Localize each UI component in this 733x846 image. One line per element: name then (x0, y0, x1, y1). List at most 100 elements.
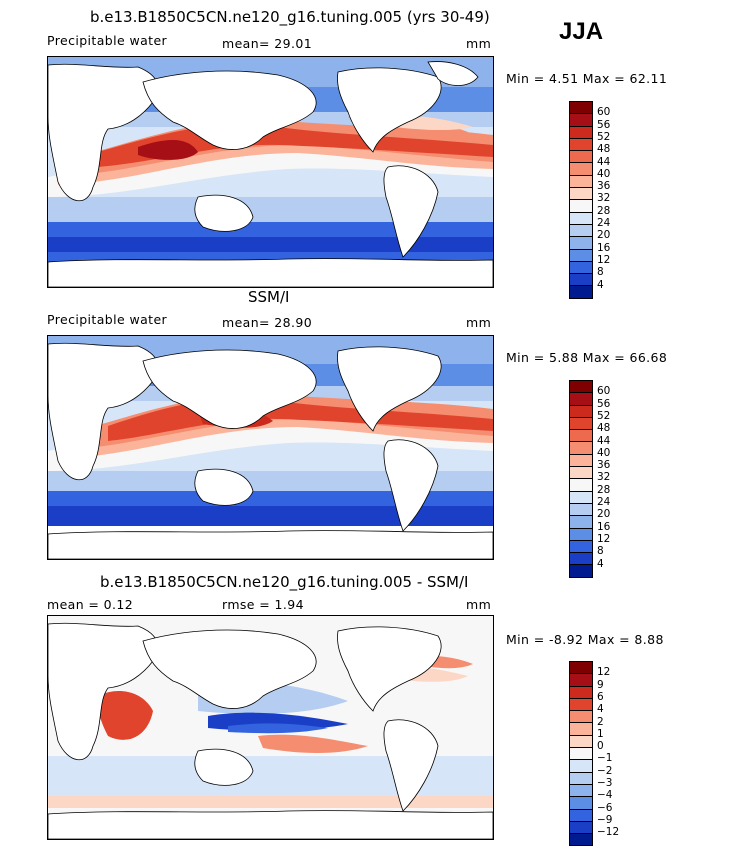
colorbar-swatch (570, 711, 592, 724)
panel-diff-colorbar: 12 9 6 4 2 1 0 −1 −2 −3 −4 −6 −9 −12 (569, 661, 619, 846)
colorbar-tick-label: 6 (597, 690, 604, 703)
colorbar-swatch (570, 224, 592, 238)
colorbar-tick-label: 40 (597, 446, 611, 459)
colorbar-swatch (570, 491, 592, 504)
colorbar-swatch (570, 454, 592, 468)
colorbar-swatch (570, 212, 592, 225)
colorbar-tick-label: 8 (597, 266, 604, 279)
colorbar-tick-label: 8 (597, 545, 604, 558)
colorbar-swatch (570, 540, 592, 554)
colorbar-swatch (570, 674, 592, 687)
colorbar-swatch (570, 821, 592, 835)
colorbar-swatch (570, 735, 592, 749)
colorbar-tick-label: 40 (597, 167, 611, 180)
panel-model-minmax: Min = 4.51 Max = 62.11 (506, 71, 668, 86)
colorbar-tick-label: −2 (597, 764, 613, 777)
panel-obs-map (47, 335, 494, 560)
continents (48, 342, 493, 559)
colorbar-swatch (570, 503, 592, 517)
colorbar-swatch (570, 405, 592, 418)
colorbar-swatch (570, 797, 592, 810)
colorbar-tick-label: 12 (597, 532, 611, 545)
panel-diff-minmax: Min = -8.92 Max = 8.88 (506, 632, 664, 647)
colorbar-tick-label: 24 (597, 496, 611, 508)
colorbar-tick-label: 28 (597, 204, 611, 217)
colorbar-swatch (570, 102, 592, 115)
panel-diff-title: b.e13.B1850C5CN.ne120_g16.tuning.005 - S… (100, 573, 469, 591)
colorbar-swatch (570, 381, 592, 394)
panel-model-mean-label: mean= 29.01 (222, 36, 313, 51)
panel-obs-mean-label: mean= 28.90 (222, 315, 313, 330)
colorbar-swatch (570, 417, 592, 431)
colorbar-tick-label: 52 (597, 409, 611, 422)
colorbar-swatch (570, 274, 592, 287)
colorbar-swatch (570, 175, 592, 189)
colorbar-tick-label: 20 (597, 508, 611, 521)
colorbar-tick-label: 2 (597, 715, 604, 728)
colorbar-tick-label: 56 (597, 397, 611, 410)
colorbar-tick-label: −3 (597, 777, 613, 789)
colorbar-tick-label: 44 (597, 434, 611, 447)
panel-obs-title: SSM/I (248, 288, 290, 306)
colorbar-tick-label: 4 (597, 278, 604, 291)
colorbar-tick-label: −9 (597, 813, 613, 826)
panel-obs-units: mm (466, 315, 492, 330)
colorbar-tick-label: 0 (597, 740, 604, 753)
colorbar-tick-label: 32 (597, 192, 611, 205)
colorbar-swatch (570, 723, 592, 736)
panel-model-colorbar: 60 56 52 48 44 40 36 32 28 24 20 16 12 8 4 (569, 101, 610, 299)
colorbar-swatch (570, 237, 592, 250)
colorbar-swatch (570, 834, 592, 846)
colorbar-tick-label: 36 (597, 180, 611, 193)
colorbar-swatch (570, 261, 592, 275)
colorbar-swatch (570, 698, 592, 712)
panel-diff-colorbar-swatches (569, 661, 593, 846)
colorbar-swatch (570, 662, 592, 675)
colorbar-tick-label: 12 (597, 253, 611, 266)
colorbar-swatch (570, 188, 592, 201)
colorbar-tick-label: 16 (597, 520, 611, 533)
panel-model-title: b.e13.B1850C5CN.ne120_g16.tuning.005 (yr… (90, 8, 490, 26)
colorbar-tick-label: 1 (597, 727, 604, 740)
colorbar-swatch (570, 479, 592, 492)
colorbar-tick-label: 48 (597, 143, 611, 156)
colorbar-swatch (570, 200, 592, 213)
colorbar-swatch (570, 784, 592, 798)
panel-diff-map (47, 615, 494, 840)
colorbar-tick-label: 4 (597, 557, 604, 570)
colorbar-swatch (570, 760, 592, 773)
colorbar-swatch (570, 528, 592, 541)
colorbar-swatch (570, 565, 592, 578)
colorbar-tick-label: 48 (597, 422, 611, 435)
continents (48, 622, 493, 839)
colorbar-swatch (570, 748, 592, 761)
panel-model-colorbar-swatches (569, 101, 593, 299)
colorbar-swatch (570, 442, 592, 455)
colorbar-swatch (570, 393, 592, 406)
panel-diff-mean-label: mean = 0.12 (47, 597, 134, 612)
colorbar-tick-label: 16 (597, 241, 611, 254)
colorbar-tick-label: 60 (597, 106, 611, 119)
colorbar-tick-label: 28 (597, 483, 611, 496)
panel-diff-rmse-label: rmse = 1.94 (222, 597, 304, 612)
colorbar-swatch (570, 126, 592, 139)
colorbar-tick-label: 20 (597, 229, 611, 242)
colorbar-swatch (570, 138, 592, 152)
colorbar-swatch (570, 114, 592, 127)
colorbar-tick-label: 32 (597, 471, 611, 484)
colorbar-tick-label: 12 (597, 666, 611, 679)
colorbar-swatch (570, 516, 592, 529)
panel-diff-units: mm (466, 597, 492, 612)
colorbar-tick-label: 56 (597, 118, 611, 131)
panel-model-variable-label: Precipitable water (47, 33, 168, 48)
colorbar-swatch (570, 286, 592, 299)
colorbar-swatch (570, 249, 592, 262)
colorbar-tick-label: −6 (597, 801, 613, 814)
continents (48, 61, 493, 287)
panel-model-units: mm (466, 36, 492, 51)
colorbar-tick-label: −1 (597, 752, 613, 765)
colorbar-swatch (570, 430, 592, 443)
season-label: JJA (559, 18, 604, 45)
colorbar-swatch (570, 163, 592, 176)
colorbar-tick-label: 52 (597, 130, 611, 143)
